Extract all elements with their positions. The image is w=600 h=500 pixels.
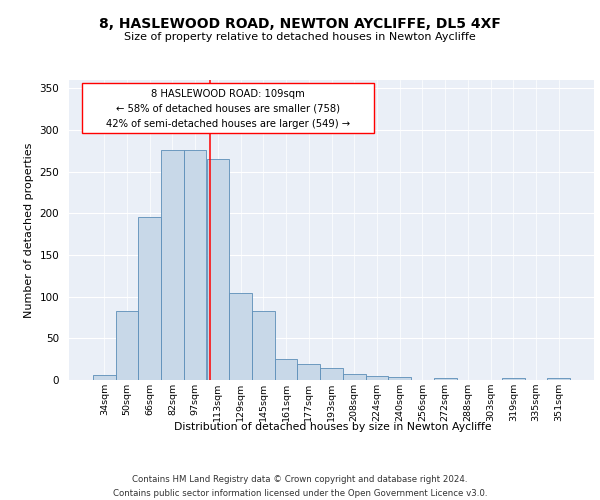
Text: Size of property relative to detached houses in Newton Aycliffe: Size of property relative to detached ho… <box>124 32 476 42</box>
Text: ← 58% of detached houses are smaller (758): ← 58% of detached houses are smaller (75… <box>116 104 340 114</box>
Bar <box>161 150 184 380</box>
Bar <box>365 376 388 380</box>
Text: 8 HASLEWOOD ROAD: 109sqm: 8 HASLEWOOD ROAD: 109sqm <box>151 89 305 99</box>
Bar <box>434 378 457 380</box>
Bar <box>343 374 365 380</box>
Bar <box>547 378 570 380</box>
Bar <box>93 375 116 380</box>
Text: 42% of semi-detached houses are larger (549) →: 42% of semi-detached houses are larger (… <box>106 118 350 128</box>
Bar <box>184 150 206 380</box>
Bar <box>252 311 275 380</box>
Bar <box>298 364 320 380</box>
Bar <box>320 368 343 380</box>
Bar <box>502 378 524 380</box>
Text: Distribution of detached houses by size in Newton Aycliffe: Distribution of detached houses by size … <box>174 422 492 432</box>
Bar <box>139 216 161 380</box>
Text: Contains HM Land Registry data © Crown copyright and database right 2024.
Contai: Contains HM Land Registry data © Crown c… <box>113 476 487 498</box>
Y-axis label: Number of detached properties: Number of detached properties <box>24 142 34 318</box>
Bar <box>229 292 252 380</box>
Bar <box>275 359 298 380</box>
Bar <box>206 159 229 380</box>
Bar <box>116 311 139 380</box>
FancyBboxPatch shape <box>82 83 374 132</box>
Bar <box>388 376 411 380</box>
Text: 8, HASLEWOOD ROAD, NEWTON AYCLIFFE, DL5 4XF: 8, HASLEWOOD ROAD, NEWTON AYCLIFFE, DL5 … <box>99 18 501 32</box>
